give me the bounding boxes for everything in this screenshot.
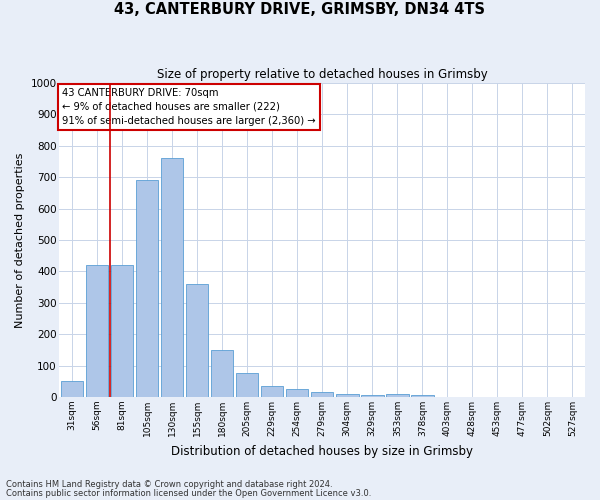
Bar — [361, 396, 383, 397]
Text: 43 CANTERBURY DRIVE: 70sqm
← 9% of detached houses are smaller (222)
91% of semi: 43 CANTERBURY DRIVE: 70sqm ← 9% of detac… — [62, 88, 316, 126]
Y-axis label: Number of detached properties: Number of detached properties — [15, 152, 25, 328]
Text: Contains public sector information licensed under the Open Government Licence v3: Contains public sector information licen… — [6, 489, 371, 498]
Bar — [411, 396, 434, 397]
Bar — [386, 394, 409, 397]
Bar — [211, 350, 233, 397]
Bar — [86, 265, 108, 397]
Bar — [136, 180, 158, 397]
Bar — [111, 265, 133, 397]
Bar — [61, 382, 83, 397]
Bar — [236, 374, 259, 397]
Title: Size of property relative to detached houses in Grimsby: Size of property relative to detached ho… — [157, 68, 488, 80]
Text: Contains HM Land Registry data © Crown copyright and database right 2024.: Contains HM Land Registry data © Crown c… — [6, 480, 332, 489]
Bar — [336, 394, 359, 397]
Text: 43, CANTERBURY DRIVE, GRIMSBY, DN34 4TS: 43, CANTERBURY DRIVE, GRIMSBY, DN34 4TS — [115, 2, 485, 18]
X-axis label: Distribution of detached houses by size in Grimsby: Distribution of detached houses by size … — [171, 444, 473, 458]
Bar — [311, 392, 334, 397]
Bar — [286, 389, 308, 397]
Bar — [161, 158, 184, 397]
Bar — [261, 386, 283, 397]
Bar — [186, 284, 208, 397]
